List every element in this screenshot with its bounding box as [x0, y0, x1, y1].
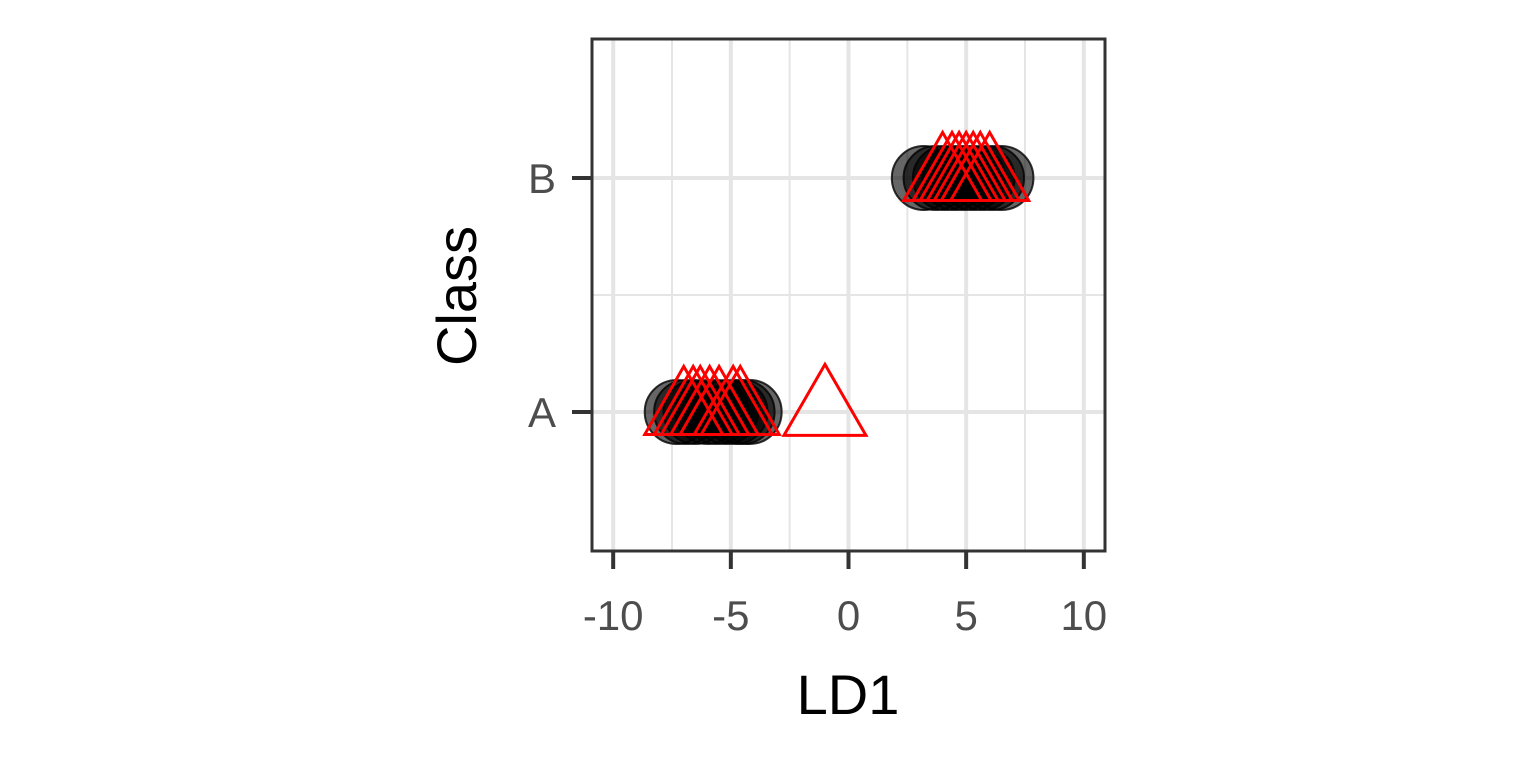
- axes: -10 -5 0 5 10 A B: [528, 155, 1107, 639]
- x-tick-label: -10: [583, 592, 644, 639]
- triangle-point: [698, 363, 782, 436]
- x-tick-label: 5: [954, 592, 977, 639]
- triangle-point: [948, 129, 1032, 202]
- x-axis-title: LD1: [797, 663, 900, 726]
- x-tick-label: 10: [1060, 592, 1107, 639]
- data-points: [642, 129, 1035, 445]
- y-axis-title: Class: [425, 226, 488, 366]
- y-tick-label: A: [528, 389, 556, 436]
- y-tick-label: B: [528, 155, 556, 202]
- x-tick-label: -5: [712, 592, 749, 639]
- triangle-point: [781, 361, 869, 437]
- x-tick-label: 0: [837, 592, 860, 639]
- grid-lines: [592, 39, 1105, 551]
